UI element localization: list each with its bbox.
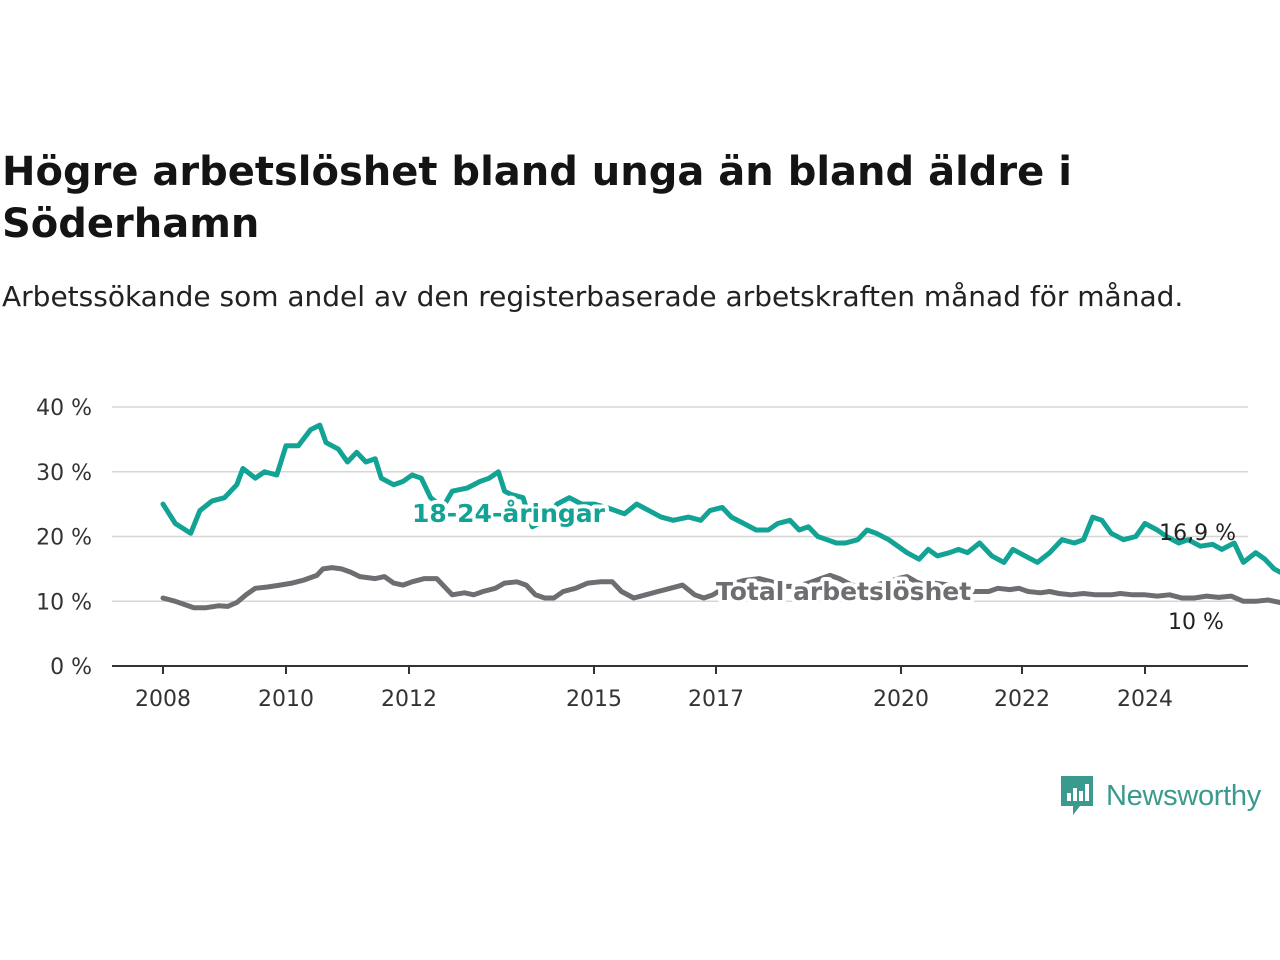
newsworthy-logo[interactable]: Newsworthy xyxy=(1058,772,1261,820)
total-series-label: Total arbetslöshet xyxy=(716,577,971,606)
x-tick-label: 2008 xyxy=(135,687,191,712)
x-tick-label: 2017 xyxy=(688,687,744,712)
total-series-line xyxy=(160,565,1280,611)
series-layer xyxy=(160,422,1280,611)
youth-series-label: 18-24-åringar xyxy=(412,499,606,528)
x-tick-label: 2022 xyxy=(994,687,1050,712)
brand-name: Newsworthy xyxy=(1106,779,1261,812)
chart-title: Högre arbetslöshet bland unga än bland ä… xyxy=(2,149,1072,247)
newsworthy-logo-icon xyxy=(1061,776,1093,815)
y-tick-label: 20 % xyxy=(36,526,92,551)
total-series-label-halo: Total arbetslöshet xyxy=(716,577,971,606)
gridlines xyxy=(112,406,1248,602)
y-tick-label: 0 % xyxy=(50,655,92,680)
youth-series-line xyxy=(160,422,1280,575)
y-tick-label: 10 % xyxy=(36,590,92,615)
x-tick-label: 2024 xyxy=(1117,687,1173,712)
y-tick-label: 40 % xyxy=(36,396,92,421)
x-tick-label: 2020 xyxy=(873,687,929,712)
youth-end-value-label: 16,9 % xyxy=(1159,521,1236,546)
total-end-value-label: 10 % xyxy=(1168,610,1224,635)
x-tick-label: 2015 xyxy=(566,687,622,712)
x-tick-label: 2010 xyxy=(258,687,314,712)
axis-layer: 0 % 10 % 20 % 30 % 40 % 2008 2010 2012 2015 2017 2… xyxy=(36,396,1248,712)
youth-series-label-halo: 18-24-åringar xyxy=(412,499,606,528)
chart-subtitle: Arbetssökande som andel av den registerb… xyxy=(2,280,1184,313)
y-tick-label: 30 % xyxy=(36,461,92,486)
x-tick-label: 2012 xyxy=(381,687,437,712)
